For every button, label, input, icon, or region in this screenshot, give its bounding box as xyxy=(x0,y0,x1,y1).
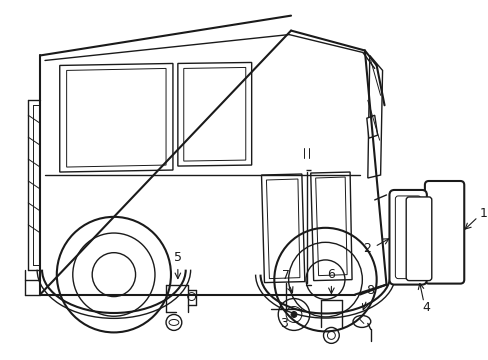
Text: 4: 4 xyxy=(421,301,429,314)
FancyBboxPatch shape xyxy=(406,197,431,280)
Polygon shape xyxy=(310,172,351,280)
Polygon shape xyxy=(261,174,304,283)
Polygon shape xyxy=(366,115,377,138)
Circle shape xyxy=(290,311,296,318)
Text: 2: 2 xyxy=(362,242,370,255)
Polygon shape xyxy=(178,62,251,166)
Text: 8: 8 xyxy=(365,284,373,297)
FancyBboxPatch shape xyxy=(388,190,426,285)
Text: 1: 1 xyxy=(479,207,487,220)
Polygon shape xyxy=(367,55,382,178)
Text: 3: 3 xyxy=(280,318,287,330)
Text: 6: 6 xyxy=(327,267,335,281)
Text: 5: 5 xyxy=(174,251,182,264)
FancyBboxPatch shape xyxy=(424,181,463,284)
Text: 7: 7 xyxy=(282,269,289,282)
Ellipse shape xyxy=(169,319,179,325)
Polygon shape xyxy=(60,63,173,172)
